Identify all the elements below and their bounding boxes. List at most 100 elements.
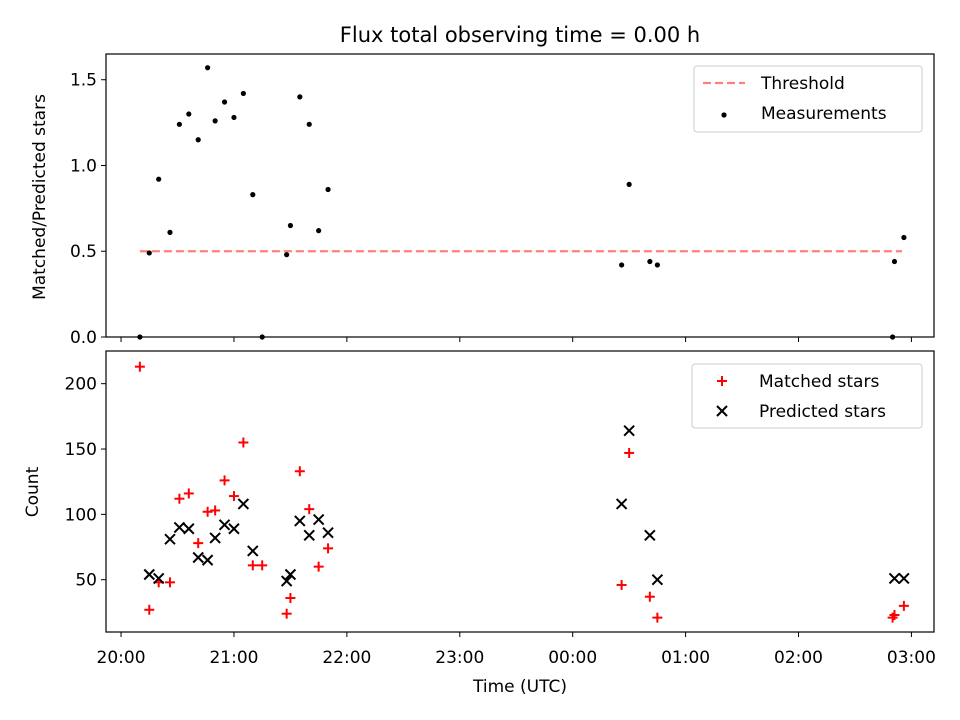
- top-chart-title: Flux total observing time = 0.00 h: [340, 23, 700, 47]
- y-tick-label: 100: [65, 505, 97, 525]
- matched-star-point: [644, 591, 655, 602]
- measurement-point: [284, 252, 290, 258]
- matched-star-point: [294, 466, 305, 477]
- predicted-star-point: [294, 515, 306, 527]
- predicted-star-point: [152, 572, 165, 585]
- axes-frame: [105, 350, 935, 633]
- matched-star-point: [164, 577, 175, 588]
- y-tick-label: 1.0: [70, 156, 97, 176]
- measurement-point: [287, 222, 294, 229]
- matched-star-point: [323, 543, 334, 554]
- legend: Threshold Measurements: [693, 65, 923, 133]
- matched-star-point: [174, 493, 185, 504]
- y-tick-label: 0.0: [70, 328, 97, 348]
- predicted-star-point: [192, 551, 204, 564]
- y-tick-label: 1.5: [70, 71, 97, 91]
- legend-label: Predicted stars: [759, 402, 886, 422]
- legend-measurement-swatch: [721, 112, 727, 118]
- matched-star-point: [304, 504, 315, 515]
- matched-star-point: [285, 593, 296, 604]
- matched-star-point: [281, 608, 292, 619]
- legend: Matched stars Predicted stars: [691, 363, 923, 429]
- matched-star-point: [134, 361, 145, 372]
- predicted-star-point: [303, 529, 315, 541]
- bottom-chart-y-axis-label: Count: [23, 466, 43, 517]
- predicted-star-point: [898, 572, 910, 585]
- predicted-star-point: [280, 575, 293, 587]
- matched-star-point: [257, 560, 268, 571]
- matched-star-point: [898, 600, 909, 611]
- predicted-star-point: [143, 568, 155, 581]
- y-tick-label: 200: [65, 375, 97, 395]
- predicted-star-point: [237, 498, 250, 510]
- predicted-star-point: [888, 572, 901, 585]
- legend-label: Matched stars: [759, 372, 879, 392]
- predicted-star-point: [209, 532, 221, 544]
- measurement-point: [901, 234, 907, 241]
- measurement-point: [240, 90, 246, 97]
- measurement-point: [186, 111, 192, 117]
- measurement-point: [221, 99, 228, 105]
- legend-label: Measurements: [761, 104, 887, 124]
- x-tick-label: 20:00: [97, 648, 146, 668]
- legend-predicted-swatch: [716, 405, 728, 417]
- measurement-point: [195, 137, 201, 143]
- predicted-star-point: [228, 523, 240, 535]
- x-tick-label: 22:00: [322, 648, 371, 668]
- x-tick-label: 21:00: [209, 648, 258, 668]
- y-tick-label: 150: [65, 440, 97, 460]
- axes-frame: [105, 53, 935, 338]
- predicted-star-point: [247, 545, 259, 557]
- measurement-point: [297, 94, 303, 100]
- predicted-star-point: [312, 513, 325, 526]
- x-tick-label: 03:00: [887, 648, 936, 668]
- predicted-star-point: [644, 529, 656, 541]
- predicted-star-point: [284, 568, 297, 581]
- measurement-point: [619, 262, 625, 268]
- measurement-point: [306, 121, 312, 127]
- matched-star-point: [889, 610, 900, 621]
- measurement-point: [626, 181, 632, 187]
- measurement-point: [316, 228, 322, 234]
- predicted-star-point: [218, 519, 231, 531]
- x-tick-label: 01:00: [661, 648, 710, 668]
- predicted-star-point: [201, 554, 214, 566]
- legend-matched-swatch: [717, 376, 727, 386]
- matched-star-point: [219, 475, 230, 486]
- matched-star-point: [313, 561, 324, 572]
- measurement-point: [231, 114, 237, 121]
- x-tick-label: 00:00: [548, 648, 597, 668]
- top-chart: 0.0 0.5 1.0 1.5 Threshold Measurements: [70, 53, 935, 348]
- measurement-point: [156, 176, 162, 182]
- top-chart-y-axis-label: Matched/Predicted stars: [30, 94, 50, 300]
- measurement-point: [325, 186, 331, 193]
- matched-star-point: [202, 506, 213, 517]
- measurement-point: [647, 258, 653, 265]
- x-axis-label: Time (UTC): [472, 677, 567, 697]
- measurement-point: [212, 118, 218, 124]
- legend-box: [691, 363, 923, 429]
- predicted-star-point: [615, 498, 628, 510]
- predicted-star-point: [183, 523, 195, 535]
- measurement-point: [891, 258, 898, 265]
- measurement-point: [146, 250, 152, 256]
- x-tick-label: 23:00: [435, 648, 484, 668]
- predicted-star-point: [164, 533, 176, 545]
- matched-star-point: [652, 612, 663, 623]
- measurement-point: [167, 229, 173, 235]
- predicted-star-point: [173, 521, 186, 534]
- predicted-star-point: [651, 574, 664, 586]
- y-tick-label: 0.5: [70, 242, 97, 262]
- legend-box: [693, 65, 923, 133]
- matched-star-point: [624, 447, 635, 458]
- matched-star-point: [183, 488, 194, 499]
- predicted-star-point: [623, 425, 635, 437]
- matched-star-point: [210, 505, 221, 516]
- x-tick-label: 02:00: [774, 648, 823, 668]
- measurement-point: [176, 121, 182, 127]
- legend-label: Threshold: [760, 74, 845, 94]
- measurement-point: [250, 192, 256, 198]
- matched-star-point: [228, 491, 239, 502]
- measurement-point: [205, 65, 211, 71]
- matched-star-point: [247, 560, 258, 571]
